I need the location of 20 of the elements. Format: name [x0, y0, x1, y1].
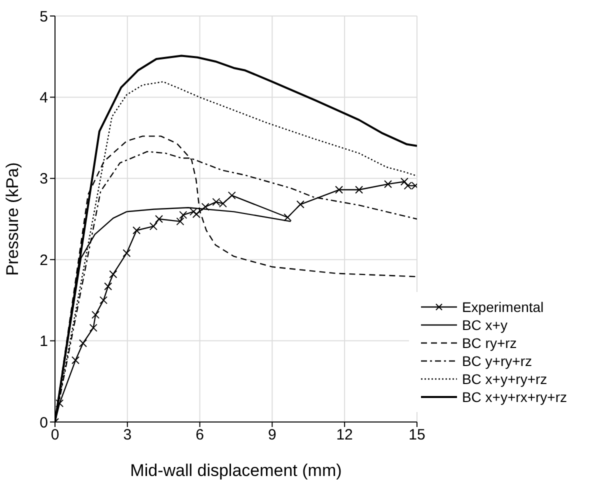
x-tick-label: 0 — [50, 426, 60, 444]
x-tick-label: 12 — [336, 426, 353, 444]
legend-label: Experimental — [462, 298, 544, 316]
y-tick-label: 4 — [40, 90, 48, 107]
y-tick-label: 3 — [40, 170, 48, 188]
y-tick-label: 1 — [40, 333, 48, 350]
legend-label: BC y+ry+rz — [462, 352, 532, 370]
legend-label: BC x+y+ry+rz — [462, 370, 548, 388]
x-tick-label: 3 — [123, 426, 132, 444]
y-tick-label: 5 — [40, 8, 48, 26]
legend-label: BC ry+rz — [462, 334, 517, 352]
legend-label: BC x+y — [462, 316, 508, 334]
x-tick-label: 15 — [408, 426, 426, 444]
y-axis-title: Pressure (kPa) — [3, 162, 22, 276]
x-axis-title: Mid-wall displacement (mm) — [130, 461, 342, 480]
x-tick-label: 9 — [268, 426, 276, 444]
y-tick-label: 2 — [40, 252, 48, 269]
y-tick-label: 0 — [40, 414, 48, 432]
x-tick-label: 6 — [196, 426, 204, 444]
legend-label: BC x+y+rx+ry+rz — [462, 388, 567, 406]
